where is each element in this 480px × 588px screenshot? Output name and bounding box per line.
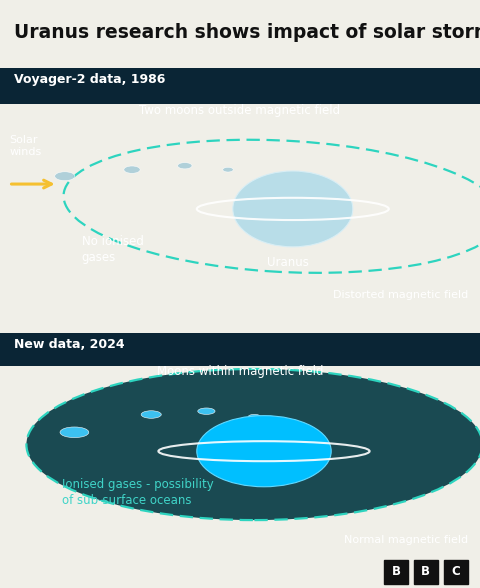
Ellipse shape bbox=[178, 163, 192, 169]
Ellipse shape bbox=[141, 411, 161, 418]
Text: Uranus: Uranus bbox=[267, 256, 309, 269]
Ellipse shape bbox=[233, 171, 353, 247]
Text: Normal magnetic field: Normal magnetic field bbox=[344, 534, 468, 544]
Ellipse shape bbox=[197, 416, 331, 487]
FancyBboxPatch shape bbox=[0, 62, 480, 104]
Ellipse shape bbox=[248, 415, 261, 419]
FancyBboxPatch shape bbox=[0, 331, 480, 366]
Text: B: B bbox=[392, 565, 400, 579]
FancyBboxPatch shape bbox=[384, 560, 408, 584]
FancyBboxPatch shape bbox=[444, 560, 468, 584]
Ellipse shape bbox=[60, 427, 89, 437]
FancyBboxPatch shape bbox=[414, 560, 438, 584]
Ellipse shape bbox=[288, 424, 297, 427]
Ellipse shape bbox=[198, 408, 215, 415]
Ellipse shape bbox=[223, 168, 233, 172]
Text: B: B bbox=[421, 565, 430, 579]
Text: No ionised
gases: No ionised gases bbox=[82, 235, 144, 264]
Ellipse shape bbox=[124, 166, 140, 173]
Ellipse shape bbox=[55, 172, 75, 181]
Text: Two moons outside magnetic field: Two moons outside magnetic field bbox=[139, 104, 341, 117]
Text: Distorted magnetic field: Distorted magnetic field bbox=[333, 290, 468, 300]
Text: Ionised gases - possibility
of sub-surface oceans: Ionised gases - possibility of sub-surfa… bbox=[62, 478, 214, 507]
Text: Voyager-2 data, 1986: Voyager-2 data, 1986 bbox=[14, 73, 166, 86]
Text: New data, 2024: New data, 2024 bbox=[14, 338, 125, 351]
Text: Uranus research shows impact of solar storm: Uranus research shows impact of solar st… bbox=[14, 23, 480, 42]
Text: Moons within magnetic field: Moons within magnetic field bbox=[157, 365, 323, 377]
Ellipse shape bbox=[258, 178, 265, 182]
Text: C: C bbox=[451, 565, 460, 579]
Text: Solar
winds: Solar winds bbox=[10, 135, 42, 158]
Ellipse shape bbox=[26, 369, 480, 520]
